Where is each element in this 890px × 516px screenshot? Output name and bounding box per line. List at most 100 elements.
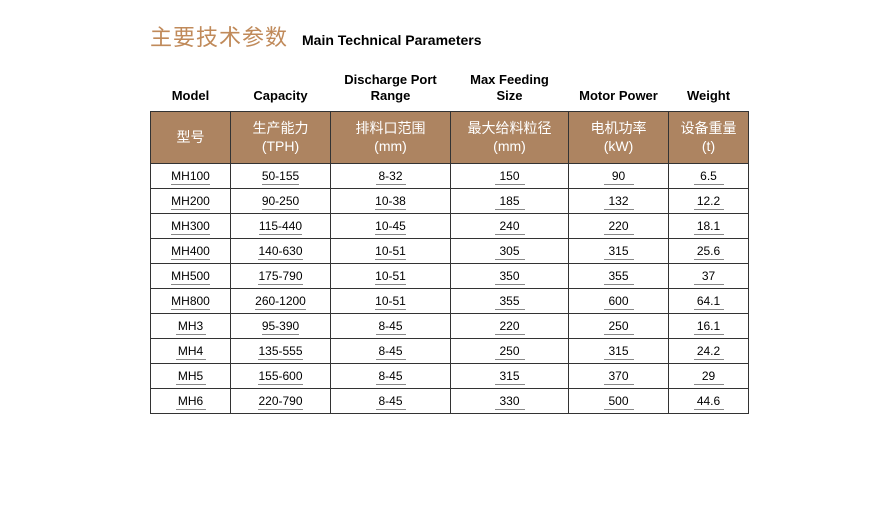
col-header-cn: 设备重量(t) bbox=[669, 111, 749, 164]
cell-value: MH400 bbox=[171, 244, 210, 260]
cell-value: 260-1200 bbox=[255, 294, 306, 310]
table-cell: MH400 bbox=[151, 239, 231, 264]
table-cell: 12.2 bbox=[669, 189, 749, 214]
cell-value: 90 bbox=[604, 169, 634, 185]
table-cell: 8-45 bbox=[331, 364, 451, 389]
table-cell: MH3 bbox=[151, 314, 231, 339]
title-cn: 主要技术参数 bbox=[150, 20, 288, 52]
cell-value: 64.1 bbox=[694, 294, 724, 310]
cell-value: 220 bbox=[495, 319, 525, 335]
table-cell: 185 bbox=[451, 189, 569, 214]
table-row: MH4 135-555 8-45 250315 24.2 bbox=[151, 339, 749, 364]
col-header-en: Model bbox=[151, 70, 231, 111]
cell-value: MH5 bbox=[176, 369, 206, 385]
table-cell: 8-32 bbox=[331, 164, 451, 189]
title-en: Main Technical Parameters bbox=[302, 32, 481, 48]
table-cell: 140-630 bbox=[231, 239, 331, 264]
cell-value: 330 bbox=[495, 394, 525, 410]
table-cell: 250 bbox=[569, 314, 669, 339]
cell-value: MH300 bbox=[171, 219, 210, 235]
cell-value: 10-38 bbox=[375, 194, 406, 210]
cell-value: 8-45 bbox=[376, 369, 406, 385]
cell-value: 16.1 bbox=[694, 319, 724, 335]
cell-value: 50-155 bbox=[262, 169, 299, 185]
col-header-cn: 最大给料粒径(mm) bbox=[451, 111, 569, 164]
col-header-en: Max FeedingSize bbox=[451, 70, 569, 111]
table-cell: MH6 bbox=[151, 389, 231, 414]
table-cell: 10-51 bbox=[331, 264, 451, 289]
cell-value: 115-440 bbox=[259, 219, 302, 235]
cell-value: 155-600 bbox=[258, 369, 302, 385]
table-cell: 10-51 bbox=[331, 239, 451, 264]
table-cell: 90 bbox=[569, 164, 669, 189]
col-header-en: Capacity bbox=[231, 70, 331, 111]
cell-value: 12.2 bbox=[694, 194, 724, 210]
table-cell: 150 bbox=[451, 164, 569, 189]
table-row: MH6220-7908-4533050044.6 bbox=[151, 389, 749, 414]
cell-value: 29 bbox=[694, 369, 724, 385]
table-cell: 220 bbox=[569, 214, 669, 239]
page: 主要技术参数 Main Technical Parameters ModelCa… bbox=[0, 0, 740, 414]
table-row: MH395-3908-4522025016.1 bbox=[151, 314, 749, 339]
table-cell: 95-390 bbox=[231, 314, 331, 339]
cell-value: 355 bbox=[495, 294, 525, 310]
cell-value: MH500 bbox=[171, 269, 210, 285]
table-cell: 315 bbox=[569, 239, 669, 264]
cell-value: 135-555 bbox=[258, 344, 302, 360]
table-cell: 220 bbox=[451, 314, 569, 339]
cell-value: 18.1 bbox=[694, 219, 724, 235]
table-cell: 240 bbox=[451, 214, 569, 239]
cell-value: 10-51 bbox=[375, 269, 406, 285]
table-cell: 25.6 bbox=[669, 239, 749, 264]
table-cell: 44.6 bbox=[669, 389, 749, 414]
cell-value: 315 bbox=[604, 244, 634, 260]
table-row: MH400140-63010-5130531525.6 bbox=[151, 239, 749, 264]
cell-value: 24.2 bbox=[694, 344, 724, 360]
cell-value: 250 bbox=[604, 319, 634, 335]
col-header-en: Weight bbox=[669, 70, 749, 111]
table-cell: 64.1 bbox=[669, 289, 749, 314]
cell-value: MH200 bbox=[171, 194, 210, 210]
cell-value: 8-45 bbox=[376, 344, 406, 360]
table-cell: MH100 bbox=[151, 164, 231, 189]
table-cell: MH4 bbox=[151, 339, 231, 364]
table-row: MH800260-120010-5135560064.1 bbox=[151, 289, 749, 314]
table-cell: 135-555 bbox=[231, 339, 331, 364]
table-cell: 350 bbox=[451, 264, 569, 289]
table-cell: 18.1 bbox=[669, 214, 749, 239]
table-row: MH300115-44010-4524022018.1 bbox=[151, 214, 749, 239]
cell-value: 44.6 bbox=[694, 394, 724, 410]
table-cell: 8-45 bbox=[331, 339, 451, 364]
header-row-cn: 型号生产能力(TPH)排料口范围(mm)最大给料粒径(mm)电机功率(kW)设备… bbox=[151, 111, 749, 164]
cell-value: 8-32 bbox=[376, 169, 406, 185]
table-cell: 132 bbox=[569, 189, 669, 214]
col-header-cn: 电机功率(kW) bbox=[569, 111, 669, 164]
spec-table: ModelCapacityDischarge PortRangeMax Feed… bbox=[150, 70, 749, 414]
table-cell: MH500 bbox=[151, 264, 231, 289]
cell-value: MH6 bbox=[176, 394, 206, 410]
cell-value: 220 bbox=[604, 219, 634, 235]
table-cell: 50-155 bbox=[231, 164, 331, 189]
table-cell: 10-38 bbox=[331, 189, 451, 214]
table-cell: MH300 bbox=[151, 214, 231, 239]
table-cell: 330 bbox=[451, 389, 569, 414]
cell-value: 350 bbox=[495, 269, 525, 285]
table-cell: 37 bbox=[669, 264, 749, 289]
cell-value: 315 bbox=[495, 369, 525, 385]
table-cell: 250 bbox=[451, 339, 569, 364]
cell-value: 150 bbox=[495, 169, 525, 185]
table-cell: 315 bbox=[569, 339, 669, 364]
col-header-en: Motor Power bbox=[569, 70, 669, 111]
table-cell: 355 bbox=[451, 289, 569, 314]
cell-value: 600 bbox=[604, 294, 634, 310]
cell-value: 8-45 bbox=[376, 394, 406, 410]
cell-value: MH4 bbox=[176, 344, 206, 360]
cell-value: 355 bbox=[604, 269, 634, 285]
col-header-cn: 型号 bbox=[151, 111, 231, 164]
cell-value: 37 bbox=[694, 269, 724, 285]
spec-tbody: MH10050-1558-32150906.5MH20090-25010-381… bbox=[151, 164, 749, 414]
cell-value: 10-51 bbox=[375, 244, 406, 260]
table-cell: 355 bbox=[569, 264, 669, 289]
cell-value: 25.6 bbox=[694, 244, 724, 260]
table-cell: 315 bbox=[451, 364, 569, 389]
